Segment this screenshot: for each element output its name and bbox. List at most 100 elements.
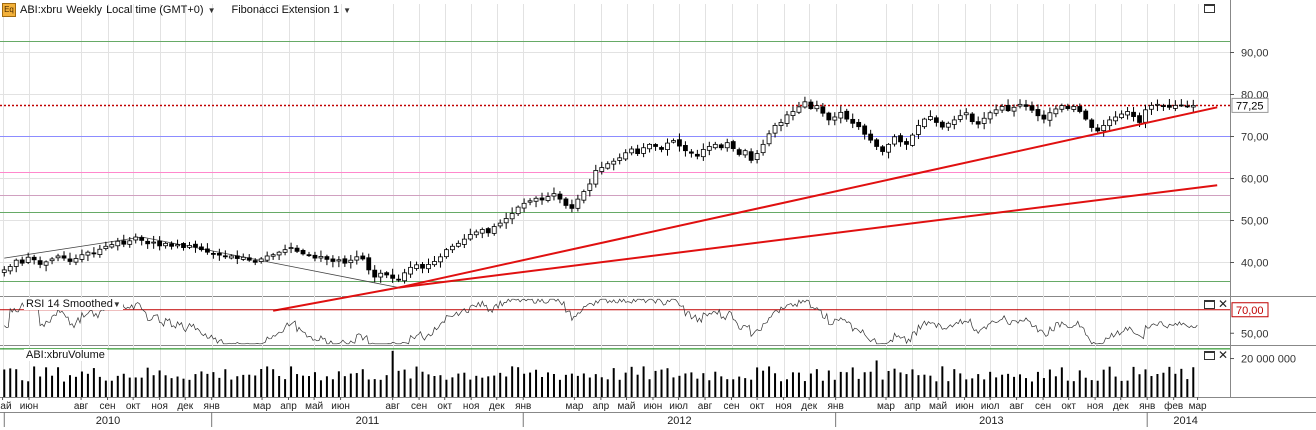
candle-body [910,134,915,146]
candle-body [390,274,396,279]
candle-body [617,157,623,161]
candle-body [1053,108,1059,115]
month-label: июл [669,401,688,412]
candle-body [706,146,712,151]
month-label: янв [1139,401,1155,412]
close-icon[interactable]: ✕ [1218,297,1229,311]
candle-body [939,121,945,128]
chevron-down-icon[interactable]: ▼ [112,300,121,309]
trendline[interactable] [398,184,1218,289]
candle-body [318,256,324,259]
candle-body [13,259,19,267]
candle-body [73,258,79,263]
candle-body [264,255,270,261]
price-tick-label: 60,00 [1241,174,1269,186]
fib-anchor-line[interactable] [4,236,142,259]
price-tick-label: 70,00 [1241,132,1269,144]
candle-body [760,143,766,154]
month-label: окт [1061,401,1076,412]
candle-body [1125,111,1130,116]
month-label: мар [877,401,895,412]
candle-body [1065,105,1071,109]
candle-body [19,259,25,264]
candle-body [545,196,551,201]
price-tick-label: 40,00 [1241,258,1269,270]
timezone-label[interactable]: Local time (GMT+0) [106,4,204,16]
candle-body [121,240,127,245]
candle-body [694,153,700,157]
candle-body [647,143,652,150]
candle-body [342,258,348,264]
candle-body [1095,127,1101,132]
month-label: ноя [1087,401,1104,412]
candle-body [210,252,216,255]
candle-body [438,256,443,263]
candle-body [258,258,264,262]
close-icon[interactable]: ✕ [1218,348,1229,362]
candle-body [467,234,473,240]
symbol-label[interactable]: ABI:xbru [20,4,63,16]
candle-body [659,147,664,150]
candle-body [904,141,909,145]
candle-body [228,255,234,259]
candle-body [569,204,575,209]
candle-body [533,197,539,202]
candle-body [246,257,252,261]
month-label: янв [204,401,220,412]
candle-body [724,142,730,149]
candle-body [1,269,7,273]
candle-body [641,147,646,154]
candle-body [778,122,784,126]
candle-body [330,258,336,262]
chevron-down-icon[interactable]: ▼ [207,5,216,15]
candle-body [300,249,306,255]
rsi-line [4,298,1198,345]
candle-body [575,198,581,209]
candle-body [222,255,228,258]
trendline[interactable] [272,286,399,312]
candle-body [981,117,987,124]
candle-body [61,255,67,259]
candle-body [515,206,521,215]
period-label[interactable]: Weekly [66,4,103,16]
trendline[interactable] [398,106,1218,289]
rsi-panel-title[interactable]: RSI 14 Smoothed▼ [24,298,123,310]
candle-body [969,113,975,123]
rsi-upper-label: 70,00 [1236,305,1264,317]
month-label: июн [20,401,39,412]
maximize-icon[interactable] [1204,351,1215,360]
month-label: май [929,401,947,412]
indicator-label[interactable]: Fibonacci Extension 1 [231,4,340,16]
maximize-icon[interactable] [1204,300,1215,309]
month-label: окт [750,401,765,412]
candle-body [736,149,742,155]
candle-body [802,101,808,108]
candle-body [999,106,1005,111]
year-label: 2011 [356,415,380,427]
candle-body [718,144,724,149]
chart-header: Eq ABI:xbru Weekly Local time (GMT+0) ▼ … [2,2,351,18]
last-price-badge [1231,97,1269,113]
candle-body [491,226,497,234]
chevron-down-icon[interactable]: ▼ [343,5,352,15]
candle-body [951,119,957,125]
candle-body [1107,119,1113,127]
candle-body [957,115,963,120]
candle-body [1184,105,1190,108]
candle-body [7,266,13,272]
candle-body [294,247,300,252]
month-label: окт [126,401,141,412]
candle-body [539,197,545,201]
year-label: 2012 [667,415,691,427]
candle-body [181,243,186,248]
month-label: окт [437,401,452,412]
month-label: авг [1009,401,1024,412]
candle-body [1131,111,1136,117]
candle-body [31,256,37,261]
maximize-icon[interactable] [1204,4,1215,13]
candle-body [282,249,288,253]
candle-body [874,139,880,147]
candle-body [927,116,933,121]
